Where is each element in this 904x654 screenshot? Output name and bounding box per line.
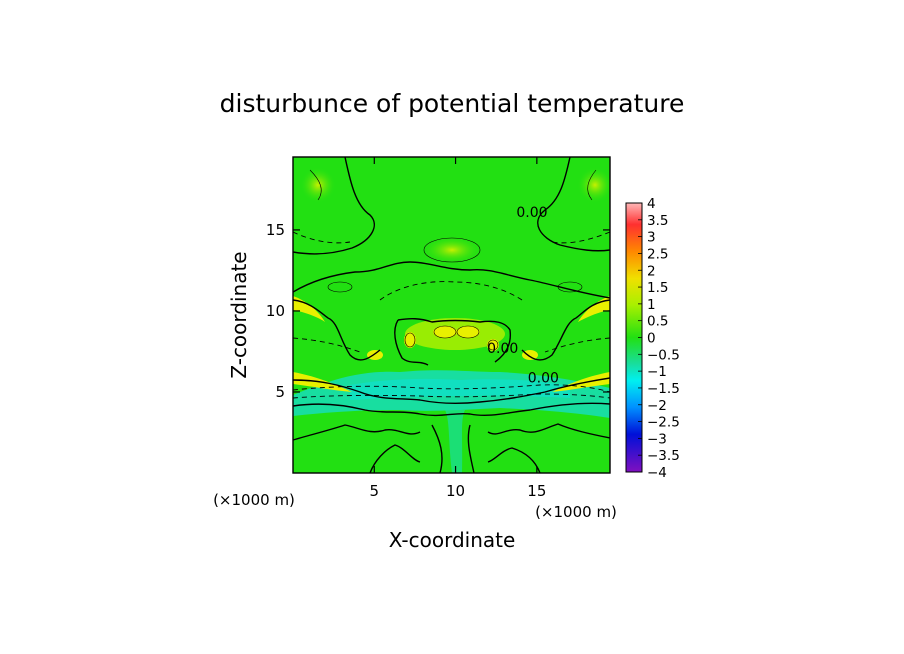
contour-lines-negative (293, 231, 610, 399)
contour-label: 0.00 (528, 370, 559, 386)
colorbar-tick-label: 2 (647, 263, 656, 279)
colorbar-tick-label: 0.5 (647, 314, 668, 330)
colorbar-tick-label: 0 (647, 331, 656, 347)
x-tick-label: 10 (446, 482, 465, 500)
chart-title: disturbunce of potential temperature (220, 89, 685, 118)
colorbar-tick-label: 1.5 (647, 280, 668, 296)
contour-label: 0.00 (516, 205, 547, 221)
colorbar-tick-label: −1.5 (647, 381, 680, 397)
colorbar-tick-label: 1 (647, 297, 656, 313)
lower-cold-column (445, 410, 465, 473)
colorbar-tick-label: −1 (647, 364, 667, 380)
colorbar-tick-label: 2.5 (647, 246, 668, 262)
y-tick-label: 10 (266, 302, 285, 320)
contour-label: 0.00 (487, 341, 518, 357)
warm-blob-right (577, 167, 610, 203)
warm-blob-left (300, 167, 336, 203)
y-tick-label: 15 (266, 221, 285, 239)
contour-lines (293, 157, 610, 473)
colorbar-tick-label: 3.5 (647, 213, 668, 229)
colorbar-tick-label: 4 (647, 196, 656, 212)
colorbar-tick-label: 3 (647, 230, 656, 246)
left-wedge-warm (293, 296, 325, 322)
warm-spot-rwing (522, 350, 538, 360)
y-axis-label: Z-coordinate (227, 251, 251, 378)
colorbar-tick-label: −4 (647, 465, 667, 481)
right-wedge-warm (578, 296, 610, 322)
x-ticks: 5 10 15 (370, 157, 546, 500)
colorbar-tick-label: −0.5 (647, 347, 680, 363)
warm-spot-lwing (367, 350, 383, 360)
contour-lines-thin (309, 169, 597, 351)
contour-label-group: 0.00 0.00 0.00 (487, 205, 559, 386)
x-unit-label: (×1000 m) (535, 503, 617, 521)
warm-core-2 (433, 326, 457, 338)
cold-band-inner (350, 378, 570, 400)
warm-spot-right (487, 339, 499, 351)
colorbar-ticks: 43.532.521.510.50−0.5−1−1.5−2−2.5−3−3.5−… (638, 196, 680, 481)
y-ticks: 5 10 15 (266, 221, 610, 401)
colorbar-tick-label: −3.5 (647, 448, 680, 464)
plot-frame (292, 156, 611, 474)
x-axis-label: X-coordinate (389, 528, 516, 552)
colorbar-tick-label: −2.5 (647, 415, 680, 431)
plot-area: 0.00 0.00 0.00 (293, 157, 610, 473)
y-unit-label: (×1000 m) (213, 491, 295, 509)
colorbar-tick-label: −3 (647, 431, 667, 447)
x-tick-label: 5 (370, 482, 380, 500)
warm-spot-left (404, 332, 416, 348)
colorbar-tick-label: −2 (647, 398, 667, 414)
warm-blob-top (422, 236, 482, 264)
warm-core-3 (456, 326, 480, 338)
y-tick-label: 5 (275, 383, 285, 401)
x-tick-label: 15 (527, 482, 546, 500)
